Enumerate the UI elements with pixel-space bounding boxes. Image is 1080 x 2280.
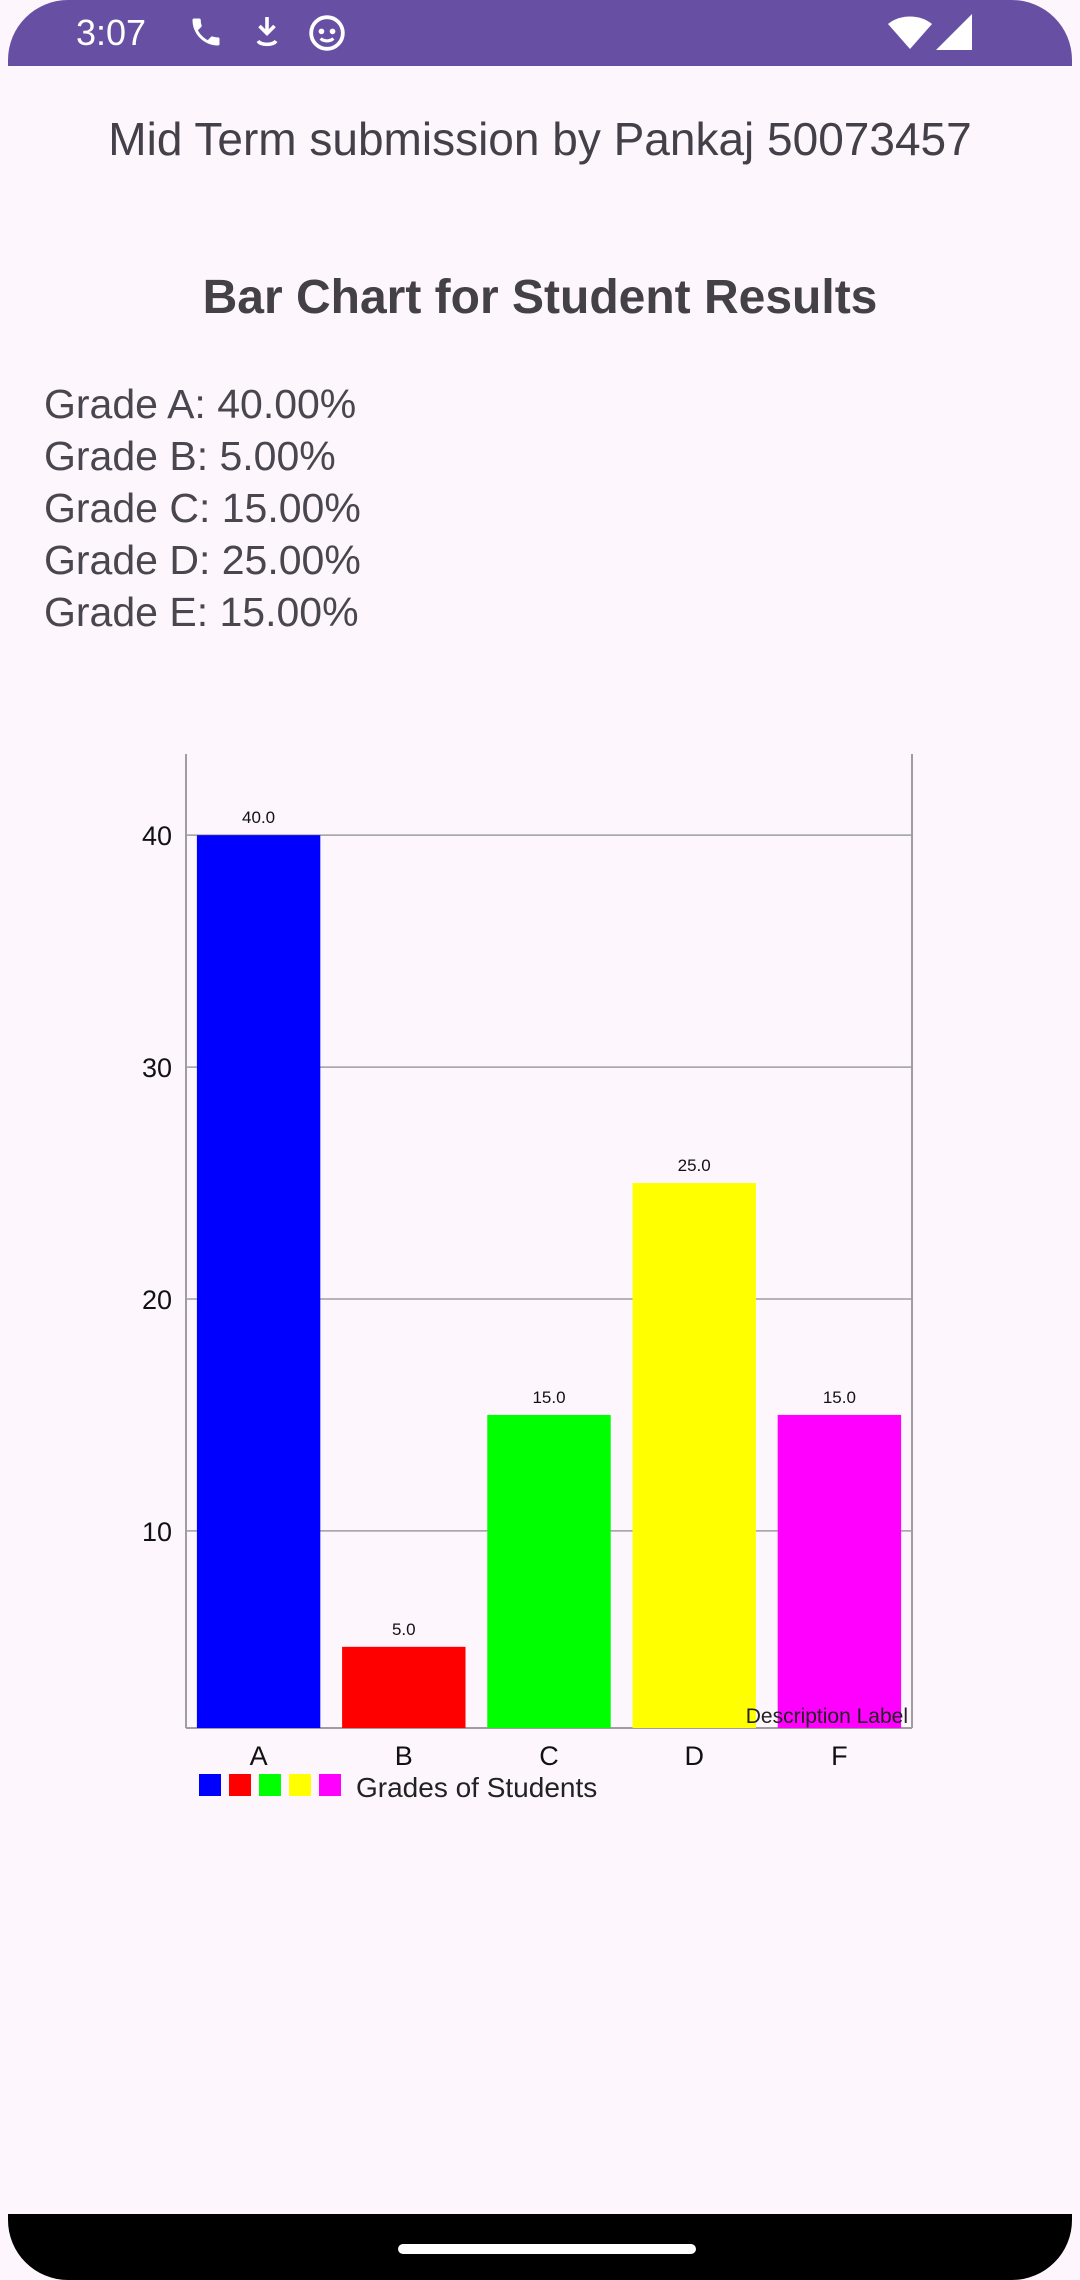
chart-description: Description Label	[746, 1705, 908, 1728]
y-tick-label: 30	[142, 1053, 172, 1083]
page-title: Mid Term submission by Pankaj 50073457	[108, 113, 972, 165]
chart-legend	[199, 1774, 341, 1796]
grade-line-c: Grade C: 15.00%	[44, 485, 361, 531]
grade-line-d: Grade D: 25.00%	[44, 537, 361, 583]
x-tick-label: C	[539, 1741, 559, 1771]
grade-list: Grade A: 40.00% Grade B: 5.00% Grade C: …	[44, 378, 361, 638]
signal-icon	[936, 14, 972, 50]
grade-line-e: Grade E: 15.00%	[44, 589, 359, 635]
y-tick-label: 10	[142, 1517, 172, 1547]
data-label: 15.0	[532, 1388, 565, 1407]
data-label: 40.0	[242, 808, 275, 827]
status-bar: 3:07	[8, 0, 1072, 66]
download-icon	[256, 17, 278, 47]
bar-d	[632, 1183, 756, 1728]
home-handle[interactable]	[398, 2244, 696, 2254]
data-label: 15.0	[823, 1388, 856, 1407]
bar-a	[196, 835, 321, 1728]
legend-swatch	[229, 1774, 251, 1796]
wifi-icon	[888, 16, 932, 49]
data-label: 25.0	[678, 1156, 711, 1175]
grade-line-a: Grade A: 40.00%	[44, 381, 357, 427]
app-icon	[309, 15, 345, 51]
legend-swatch	[259, 1774, 281, 1796]
x-tick-label: D	[684, 1741, 704, 1771]
legend-swatch	[289, 1774, 311, 1796]
bar-chart: 10 20 30 40 40.0 A 5.0 B 15.0 C 25.0 D 15.0 F Descri…	[142, 754, 913, 1803]
x-tick-label: A	[250, 1741, 268, 1771]
y-tick-label: 20	[142, 1285, 172, 1315]
bar-b	[342, 1646, 466, 1728]
grade-line-b: Grade B: 5.00%	[44, 433, 336, 479]
navigation-bar	[8, 2214, 1072, 2280]
status-time: 3:07	[76, 12, 147, 53]
bar-c	[487, 1414, 611, 1728]
y-tick-label: 40	[142, 821, 172, 851]
bar-f	[777, 1414, 902, 1728]
data-label: 5.0	[392, 1620, 416, 1639]
chart-labels: 40.0 A 5.0 B 15.0 C 25.0 D 15.0 F	[242, 808, 856, 1771]
phone-icon	[192, 18, 220, 46]
x-tick-label: F	[831, 1741, 848, 1771]
legend-swatch	[319, 1774, 341, 1796]
x-tick-label: B	[395, 1741, 413, 1771]
chart-bars	[196, 835, 902, 1728]
legend-swatch	[199, 1774, 221, 1796]
chart-heading: Bar Chart for Student Results	[202, 271, 878, 324]
legend-label: Grades of Students	[356, 1772, 597, 1803]
